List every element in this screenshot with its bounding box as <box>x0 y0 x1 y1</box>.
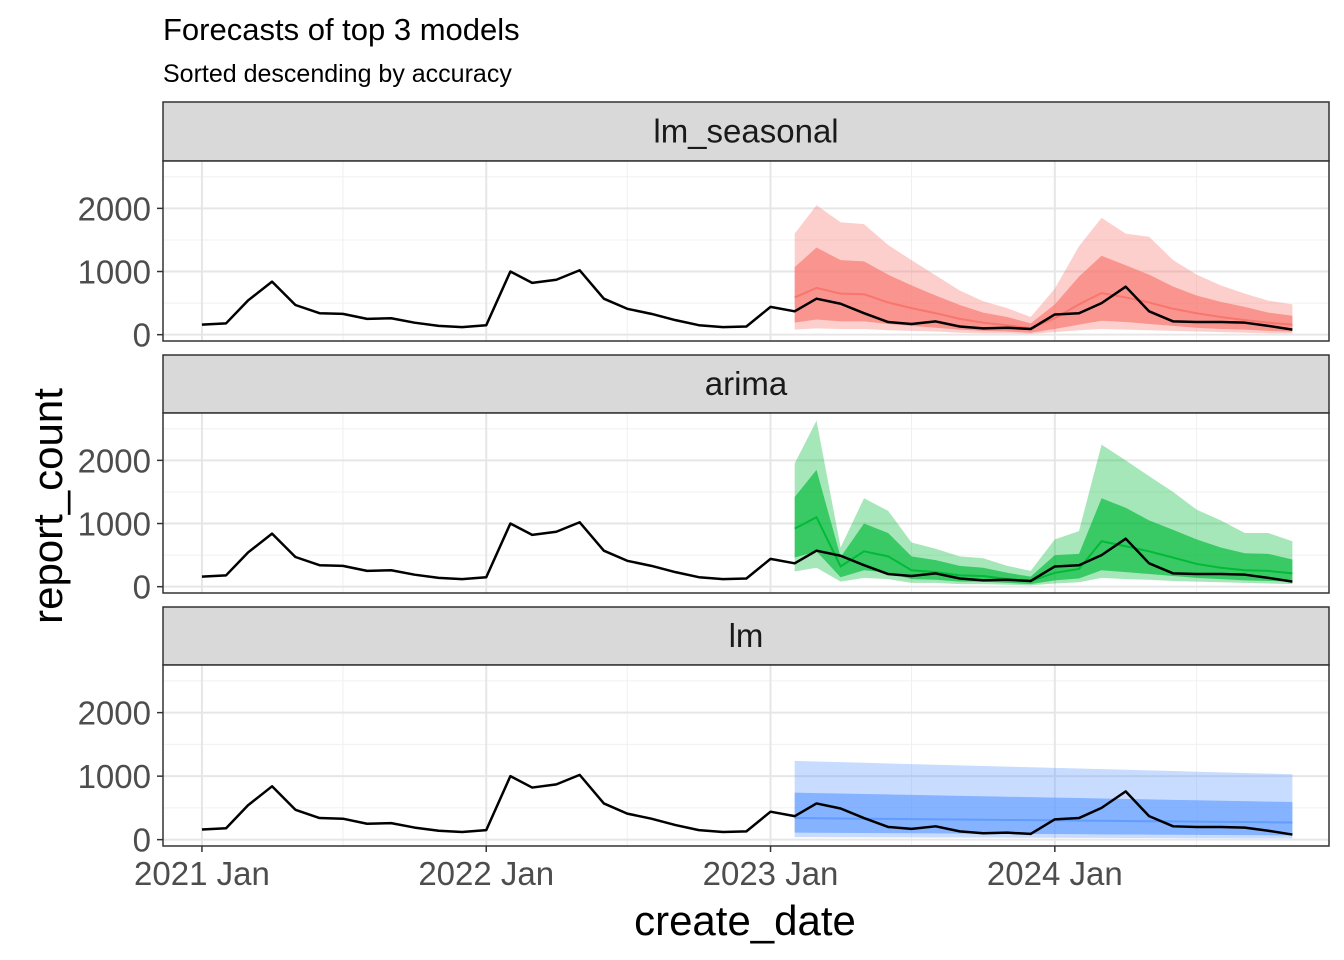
y-tick-label: 0 <box>133 317 151 354</box>
x-tick-label: 2022 Jan <box>418 855 554 892</box>
panel-lm: lm 0 1000 2000 <box>78 606 1330 859</box>
chart-subtitle: Sorted descending by accuracy <box>163 60 512 88</box>
y-axis-title: report_count <box>24 388 71 624</box>
actual-line <box>201 773 1293 836</box>
forecast-mean-line <box>794 515 1293 583</box>
y-tick-label: 2000 <box>78 190 151 227</box>
facet-strip <box>162 101 1330 162</box>
x-axis: 2021 Jan 2022 Jan 2023 Jan 2024 Jan <box>134 846 1123 892</box>
panel-border <box>162 160 1330 342</box>
facet-strip-label: lm_seasonal <box>653 113 838 150</box>
panel-border <box>162 664 1330 847</box>
y-tick-label: 0 <box>133 569 151 606</box>
facet-strip <box>162 606 1330 666</box>
actual-line <box>201 269 1293 331</box>
forecast-mean-line <box>794 817 1293 824</box>
y-tick-label: 1000 <box>78 254 151 291</box>
x-tick-label: 2023 Jan <box>703 855 839 892</box>
facet-strip-label: arima <box>705 365 788 402</box>
y-tick-label: 0 <box>133 822 151 859</box>
facet-strip-label: lm <box>729 617 764 654</box>
chart-title: Forecasts of top 3 models <box>163 12 520 47</box>
facet-strip <box>162 354 1330 414</box>
x-tick-label: 2024 Jan <box>987 855 1123 892</box>
actual-line <box>201 521 1293 583</box>
panel-border <box>162 412 1330 594</box>
y-tick-label: 1000 <box>78 758 151 795</box>
y-tick-label: 2000 <box>78 442 151 479</box>
x-tick-label: 2021 Jan <box>134 855 270 892</box>
panel-arima: arima 0 1000 2000 <box>78 354 1330 606</box>
ribbon-80 <box>794 247 1293 333</box>
y-tick-label: 2000 <box>78 695 151 732</box>
panel-lm_seasonal: lm_seasonal 0 1000 2000 <box>78 101 1330 354</box>
x-axis-title: create_date <box>634 897 856 944</box>
forecast-mean-line <box>794 286 1293 330</box>
y-tick-label: 1000 <box>78 506 151 543</box>
facet-panels: lm_seasonal 0 1000 2000 arima 0 1000 2000 lm 0 100… <box>78 101 1330 859</box>
